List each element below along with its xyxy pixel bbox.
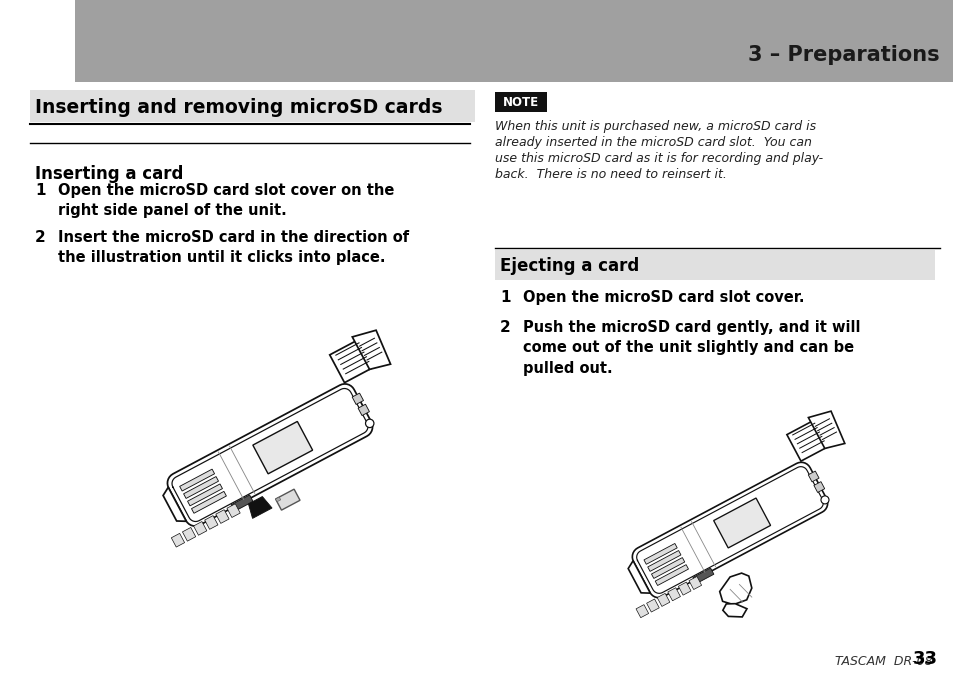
Text: Inserting a card: Inserting a card [35, 165, 183, 183]
Polygon shape [248, 497, 272, 519]
Text: When this unit is purchased new, a microSD card is: When this unit is purchased new, a micro… [495, 120, 815, 133]
Polygon shape [692, 568, 713, 584]
Polygon shape [651, 558, 684, 578]
Polygon shape [719, 573, 751, 604]
Text: Open the microSD card slot cover.: Open the microSD card slot cover. [522, 290, 803, 305]
Polygon shape [636, 604, 648, 617]
Polygon shape [275, 497, 280, 501]
Polygon shape [657, 593, 669, 606]
Text: Inserting and removing microSD cards: Inserting and removing microSD cards [35, 98, 442, 117]
Polygon shape [192, 491, 226, 513]
Polygon shape [172, 533, 184, 547]
Text: back.  There is no need to reinsert it.: back. There is no need to reinsert it. [495, 168, 726, 181]
Polygon shape [253, 421, 313, 474]
Polygon shape [227, 504, 240, 517]
Text: Insert the microSD card in the direction of
the illustration until it clicks int: Insert the microSD card in the direction… [58, 230, 409, 265]
Polygon shape [678, 582, 690, 595]
Text: NOTE: NOTE [502, 95, 538, 108]
Text: Push the microSD card gently, and it will
come out of the unit slightly and can : Push the microSD card gently, and it wil… [522, 320, 860, 376]
Polygon shape [182, 528, 195, 541]
Polygon shape [667, 588, 679, 601]
Polygon shape [713, 498, 770, 548]
Bar [495, 250, 934, 280]
Polygon shape [215, 510, 229, 523]
Text: TASCAM  DR-08: TASCAM DR-08 [834, 655, 932, 668]
Polygon shape [193, 521, 207, 535]
Polygon shape [647, 551, 680, 571]
Text: 3 – Preparations: 3 – Preparations [747, 45, 939, 65]
Text: already inserted in the microSD card slot.  You can: already inserted in the microSD card slo… [495, 136, 811, 149]
Polygon shape [632, 462, 827, 598]
Text: 1: 1 [35, 183, 46, 198]
Text: 1: 1 [499, 290, 510, 305]
Polygon shape [163, 487, 186, 521]
Polygon shape [807, 471, 819, 482]
Polygon shape [205, 516, 217, 530]
Polygon shape [179, 469, 214, 491]
Text: use this microSD card as it is for recording and play-: use this microSD card as it is for recor… [495, 152, 822, 165]
Polygon shape [168, 384, 373, 526]
Polygon shape [188, 484, 222, 506]
Polygon shape [722, 604, 746, 617]
Bar [495, 92, 546, 112]
Polygon shape [627, 560, 650, 593]
Text: Open the microSD card slot cover on the
right side panel of the unit.: Open the microSD card slot cover on the … [58, 183, 394, 218]
Text: 2: 2 [499, 320, 510, 335]
Polygon shape [688, 576, 700, 589]
Polygon shape [183, 477, 218, 499]
Polygon shape [807, 411, 844, 449]
Polygon shape [275, 489, 299, 510]
Polygon shape [330, 340, 376, 383]
Polygon shape [352, 393, 363, 405]
Bar [30, 90, 475, 122]
Polygon shape [352, 330, 390, 369]
Circle shape [365, 419, 374, 427]
Polygon shape [643, 543, 677, 565]
Polygon shape [357, 404, 369, 416]
Polygon shape [655, 565, 688, 585]
Circle shape [821, 496, 828, 504]
Text: Ejecting a card: Ejecting a card [499, 257, 639, 275]
Polygon shape [231, 495, 253, 511]
Text: 2: 2 [35, 230, 46, 245]
Polygon shape [813, 482, 823, 493]
Bar [75, 0, 953, 82]
Polygon shape [786, 421, 831, 461]
Text: 33: 33 [912, 650, 937, 668]
Polygon shape [646, 599, 659, 612]
